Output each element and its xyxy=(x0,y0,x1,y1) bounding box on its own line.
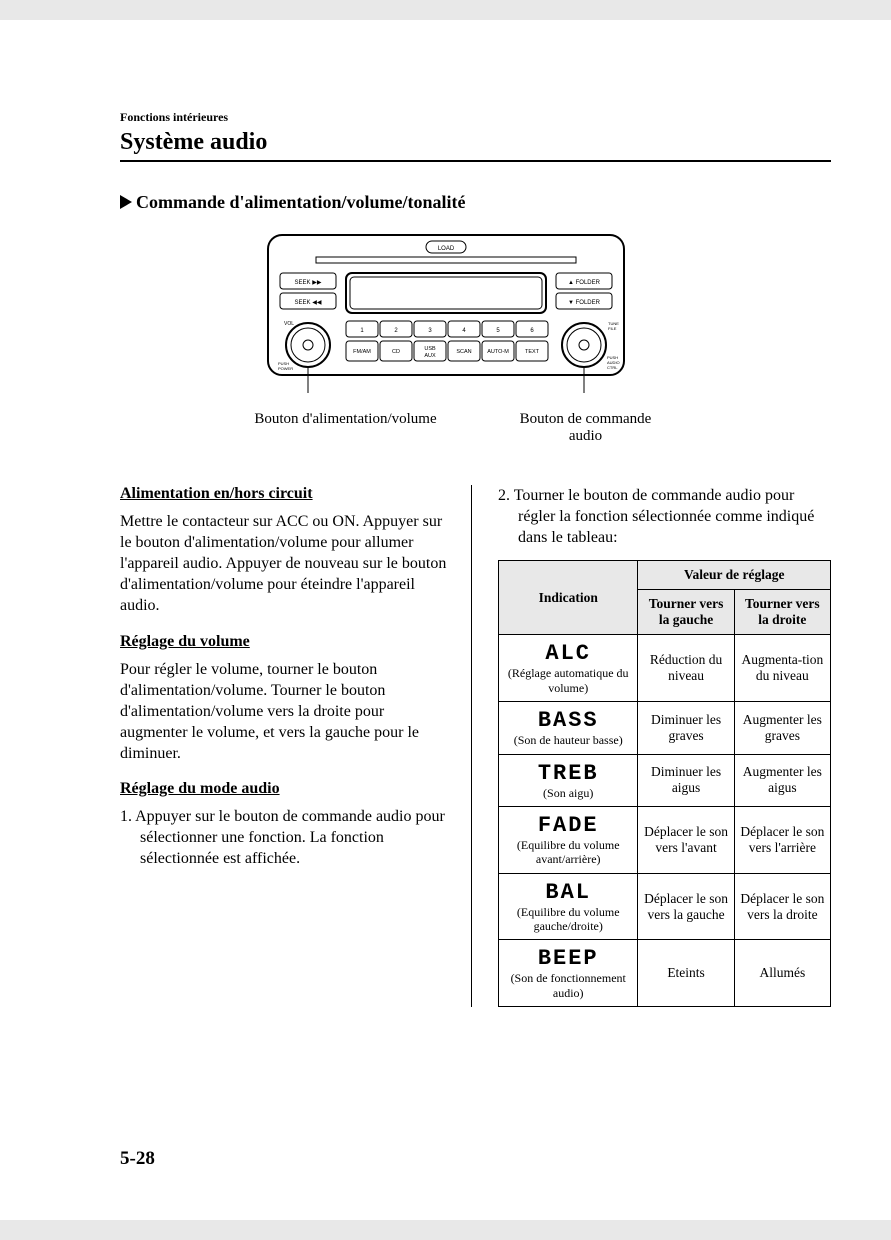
radio-label-power-volume: Bouton d'alimentation/volume xyxy=(236,411,456,445)
lcd-label: BAL xyxy=(503,880,633,905)
content-columns: Alimentation en/hors circuit Mettre le c… xyxy=(120,485,831,1007)
indication-subtext: (Son aigu) xyxy=(503,786,633,800)
svg-text:SEEK ▶▶: SEEK ▶▶ xyxy=(294,280,321,286)
radio-label-audio-control: Bouton de commande audio xyxy=(516,411,656,445)
subheading-audio-mode: Réglage du mode audio xyxy=(120,780,453,798)
svg-text:▼ FOLDER: ▼ FOLDER xyxy=(568,300,601,306)
cell-turn-left: Déplacer le son vers la gauche xyxy=(638,873,734,940)
radio-svg: LOAD SEEK ▶▶ SEEK ◀◀ ▲ FOLDER ▼ FOLDER V… xyxy=(266,233,626,403)
subheading-power: Alimentation en/hors circuit xyxy=(120,485,453,503)
cell-turn-left: Eteints xyxy=(638,940,734,1007)
svg-text:FM/AM: FM/AM xyxy=(353,349,371,355)
table-row: BAL(Equilibre du volume gauche/droite)Dé… xyxy=(499,873,831,940)
indication-subtext: (Réglage automatique du volume) xyxy=(503,666,633,695)
th-turn-right: Tourner vers la droite xyxy=(734,590,830,635)
svg-text:SEEK ◀◀: SEEK ◀◀ xyxy=(294,300,321,306)
triangle-icon xyxy=(120,195,132,209)
th-indication: Indication xyxy=(499,561,638,635)
svg-text:VOL: VOL xyxy=(284,321,294,327)
cell-turn-left: Diminuer les aigus xyxy=(638,754,734,806)
section-heading: Commande d'alimentation/volume/tonalité xyxy=(120,192,831,213)
cell-turn-right: Déplacer le son vers l'arrière xyxy=(734,806,830,873)
subheading-volume: Réglage du volume xyxy=(120,633,453,651)
svg-text:CTRL: CTRL xyxy=(607,365,618,370)
table-row: BEEP(Son de fonctionnement audio)Eteints… xyxy=(499,940,831,1007)
cell-indication: FADE(Equilibre du volume avant/arrière) xyxy=(499,806,638,873)
svg-text:AUTO-M: AUTO-M xyxy=(487,349,509,355)
cell-turn-right: Augmenta-tion du niveau xyxy=(734,635,830,702)
cell-turn-left: Réduction du niveau xyxy=(638,635,734,702)
settings-tbody: ALC(Réglage automatique du volume)Réduct… xyxy=(499,635,831,1007)
table-row: TREB(Son aigu)Diminuer les aigusAugmente… xyxy=(499,754,831,806)
svg-text:POWER: POWER xyxy=(278,366,293,371)
indication-subtext: (Equilibre du volume gauche/droite) xyxy=(503,905,633,934)
lcd-label: TREB xyxy=(503,761,633,786)
table-row: FADE(Equilibre du volume avant/arrière)D… xyxy=(499,806,831,873)
svg-text:SCAN: SCAN xyxy=(456,349,471,355)
document-page: Fonctions intérieures Système audio Comm… xyxy=(0,20,891,1220)
cell-indication: BEEP(Son de fonctionnement audio) xyxy=(499,940,638,1007)
svg-text:TEXT: TEXT xyxy=(524,349,539,355)
th-turn-left: Tourner vers la gauche xyxy=(638,590,734,635)
cell-turn-right: Augmenter les aigus xyxy=(734,754,830,806)
indication-subtext: (Son de hauteur basse) xyxy=(503,733,633,747)
step-1: 1. Appuyer sur le bouton de commande aud… xyxy=(120,806,453,869)
svg-text:FILE: FILE xyxy=(608,326,617,331)
step-2: 2. Tourner le bouton de commande audio p… xyxy=(498,485,831,548)
header-title: Système audio xyxy=(120,129,831,156)
svg-text:AUX: AUX xyxy=(424,353,436,359)
lcd-label: BASS xyxy=(503,708,633,733)
radio-diagram: LOAD SEEK ▶▶ SEEK ◀◀ ▲ FOLDER ▼ FOLDER V… xyxy=(60,233,831,445)
para-power: Mettre le contacteur sur ACC ou ON. Appu… xyxy=(120,511,453,617)
page-number: 5-28 xyxy=(120,1148,155,1170)
lcd-label: BEEP xyxy=(503,946,633,971)
cell-indication: ALC(Réglage automatique du volume) xyxy=(499,635,638,702)
cell-turn-right: Déplacer le son vers la droite xyxy=(734,873,830,940)
lcd-label: ALC xyxy=(503,641,633,666)
th-value: Valeur de réglage xyxy=(638,561,831,590)
cell-turn-left: Déplacer le son vers l'avant xyxy=(638,806,734,873)
cell-turn-right: Augmenter les graves xyxy=(734,702,830,754)
cell-turn-left: Diminuer les graves xyxy=(638,702,734,754)
settings-table: Indication Valeur de réglage Tourner ver… xyxy=(498,560,831,1007)
header-section: Fonctions intérieures xyxy=(120,110,831,125)
cell-indication: TREB(Son aigu) xyxy=(499,754,638,806)
header-rule xyxy=(120,160,831,162)
column-left: Alimentation en/hors circuit Mettre le c… xyxy=(120,485,472,1007)
cell-indication: BASS(Son de hauteur basse) xyxy=(499,702,638,754)
svg-text:LOAD: LOAD xyxy=(437,246,454,252)
indication-subtext: (Son de fonctionnement audio) xyxy=(503,971,633,1000)
cell-indication: BAL(Equilibre du volume gauche/droite) xyxy=(499,873,638,940)
column-right: 2. Tourner le bouton de commande audio p… xyxy=(492,485,831,1007)
lcd-label: FADE xyxy=(503,813,633,838)
section-heading-text: Commande d'alimentation/volume/tonalité xyxy=(136,192,466,212)
cell-turn-right: Allumés xyxy=(734,940,830,1007)
radio-labels: Bouton d'alimentation/volume Bouton de c… xyxy=(60,411,831,445)
table-row: BASS(Son de hauteur basse)Diminuer les g… xyxy=(499,702,831,754)
svg-text:CD: CD xyxy=(392,349,400,355)
table-row: ALC(Réglage automatique du volume)Réduct… xyxy=(499,635,831,702)
indication-subtext: (Equilibre du volume avant/arrière) xyxy=(503,838,633,867)
svg-text:USB: USB xyxy=(424,346,436,352)
svg-text:▲ FOLDER: ▲ FOLDER xyxy=(568,280,601,286)
para-volume: Pour régler le volume, tourner le bouton… xyxy=(120,659,453,765)
